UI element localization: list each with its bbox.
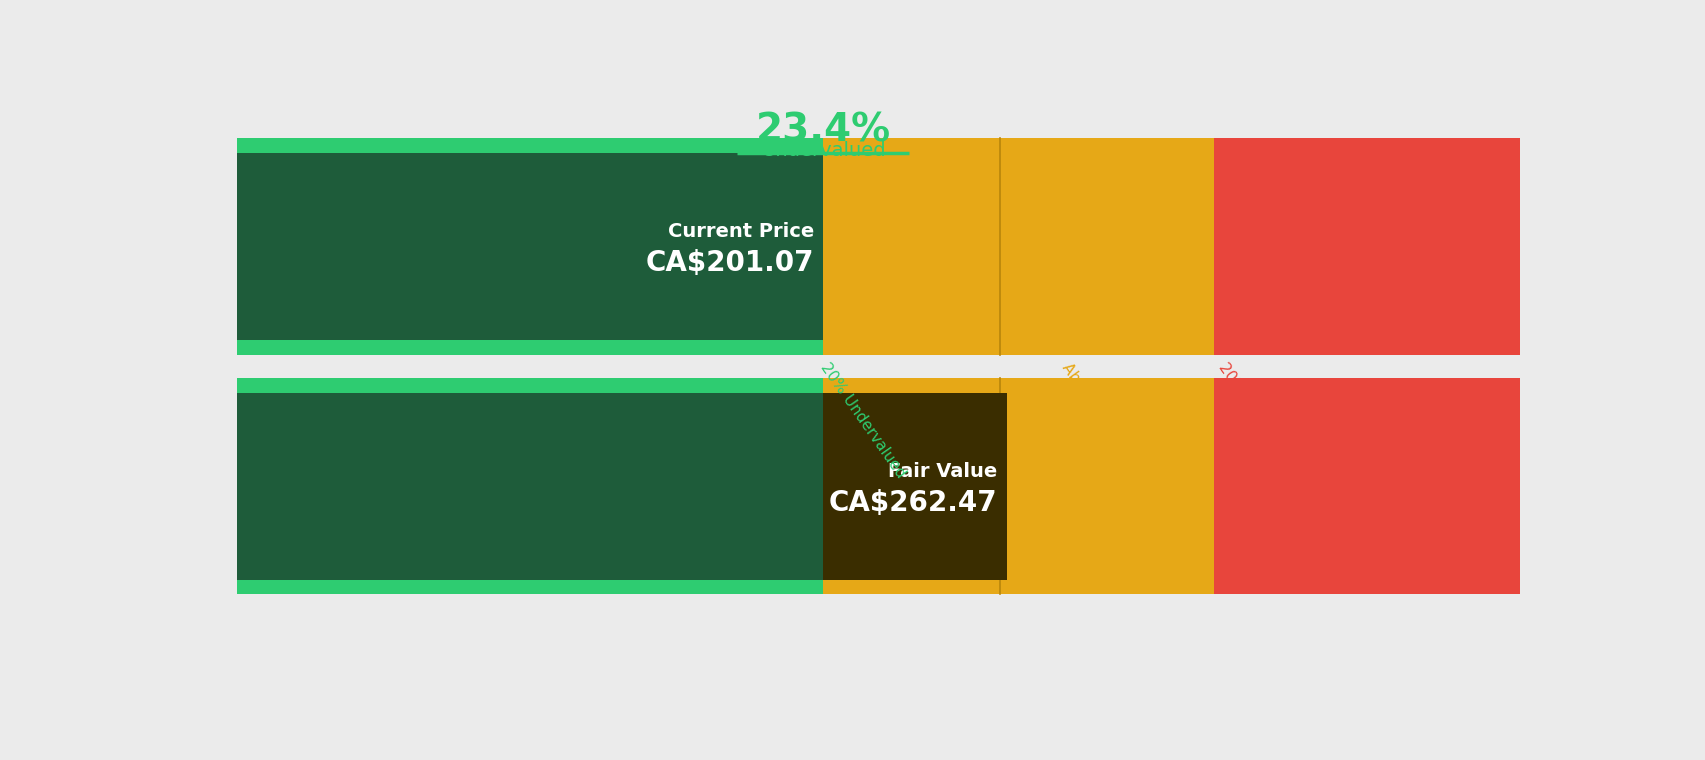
Bar: [822, 378, 1214, 594]
Bar: [237, 340, 822, 354]
Text: 23.4%: 23.4%: [755, 112, 890, 150]
Bar: [237, 580, 822, 594]
Bar: [237, 138, 822, 153]
Text: Fair Value: Fair Value: [888, 462, 997, 481]
Bar: [822, 393, 1006, 580]
Bar: [237, 378, 822, 393]
Text: Current Price: Current Price: [667, 222, 813, 241]
Bar: [1214, 138, 1519, 354]
Text: About Right: About Right: [1059, 360, 1122, 443]
Bar: [1214, 378, 1519, 594]
Text: 20% Overvalued: 20% Overvalued: [1214, 360, 1299, 473]
Text: CA$201.07: CA$201.07: [644, 249, 813, 277]
Bar: [237, 153, 822, 340]
Bar: [237, 393, 822, 580]
Text: 20% Undervalued: 20% Undervalued: [817, 360, 907, 481]
Bar: [558, 153, 822, 340]
Text: CA$262.47: CA$262.47: [829, 489, 997, 517]
Bar: [822, 138, 1214, 354]
Text: Undervalued: Undervalued: [760, 141, 885, 160]
